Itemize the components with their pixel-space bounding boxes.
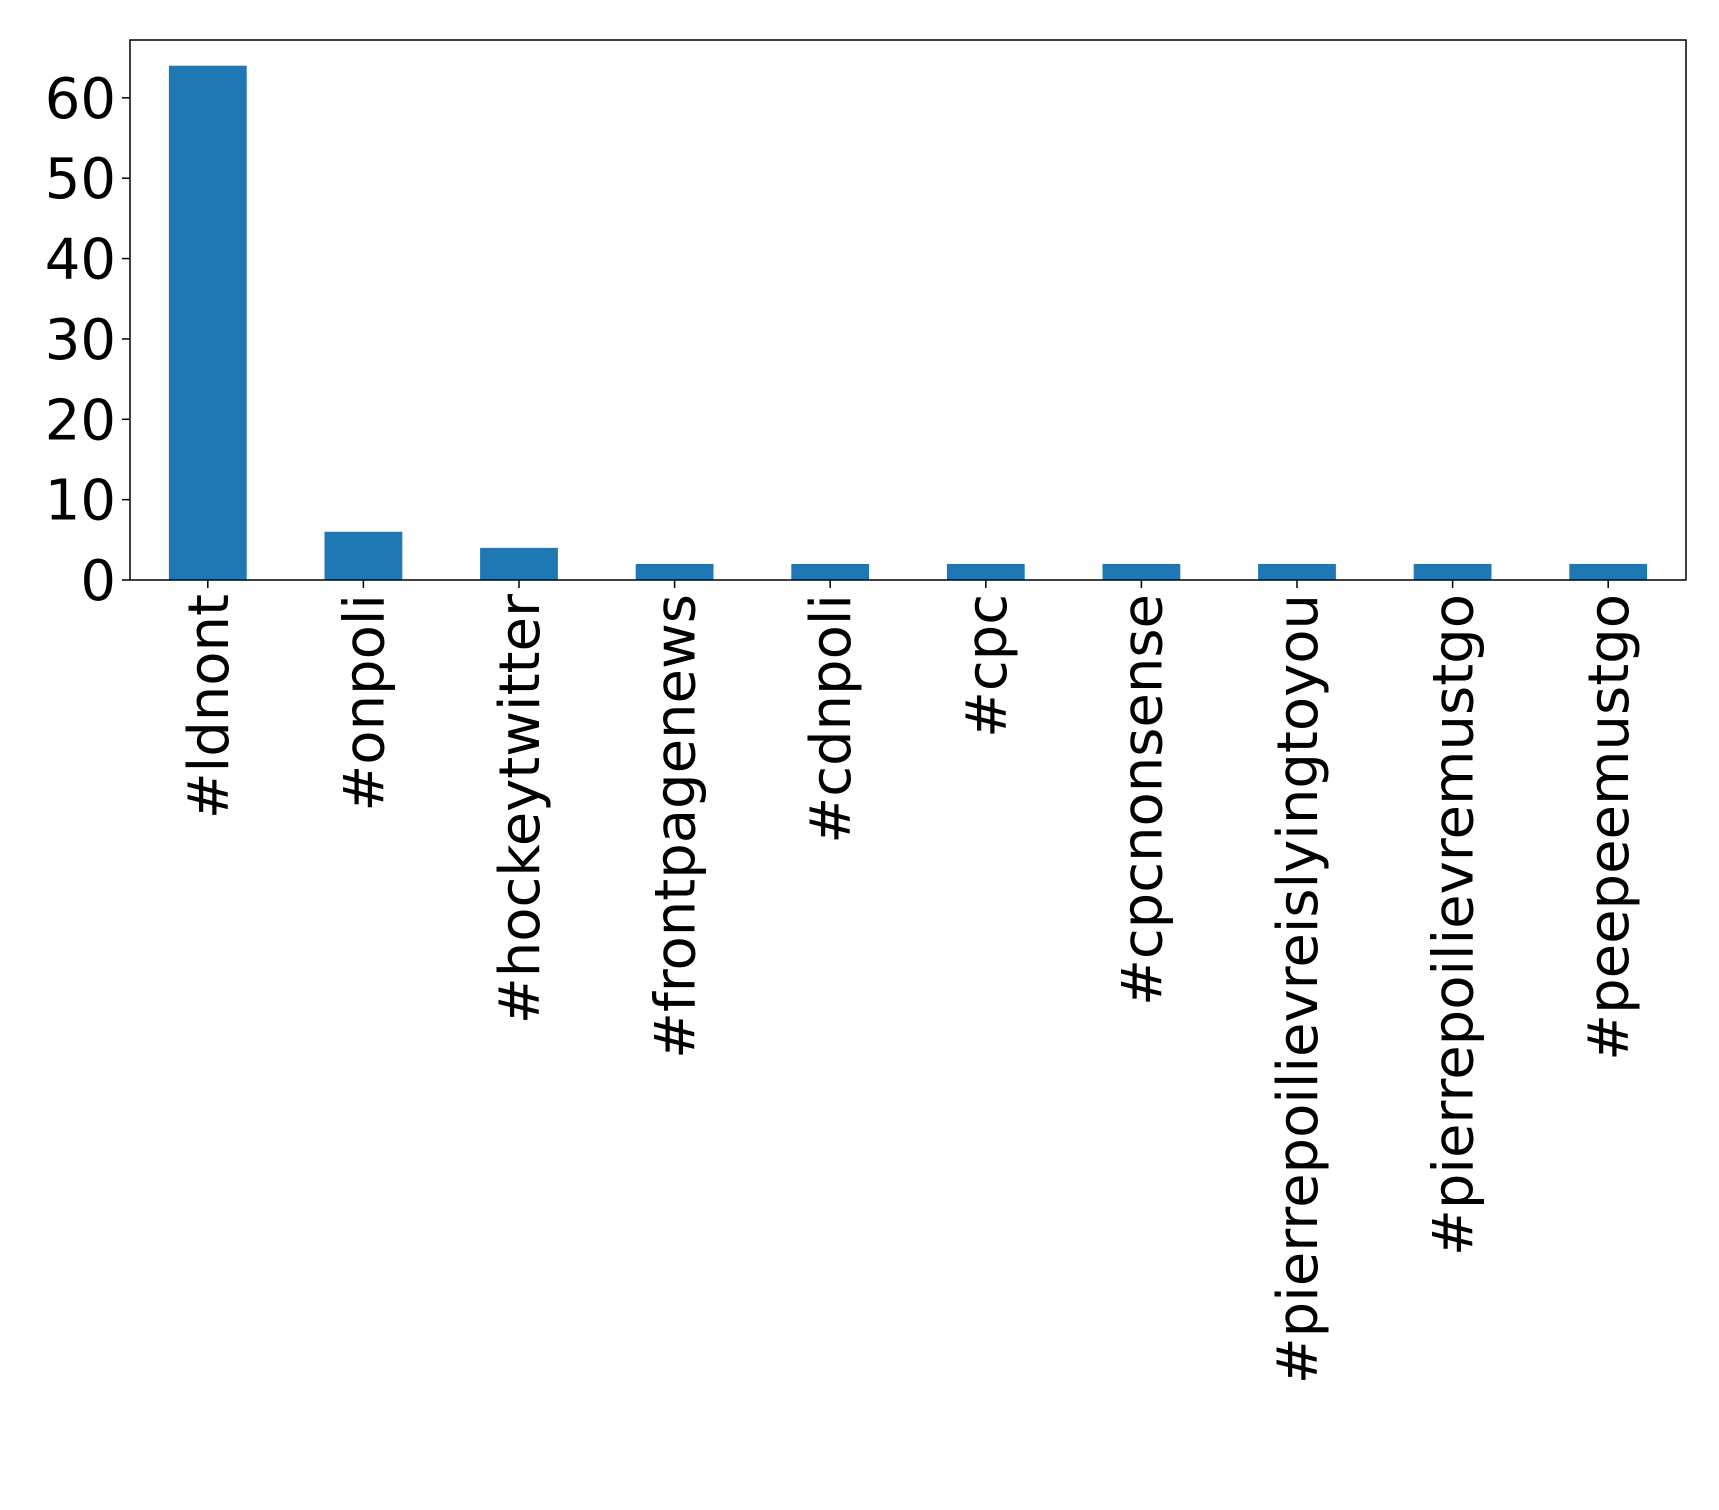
x-tick-label: #onpoli bbox=[332, 594, 397, 812]
y-tick-label: 30 bbox=[45, 308, 116, 373]
x-tick-label: #peepeemustgo bbox=[1577, 594, 1642, 1061]
x-tick-label: #frontpagenews bbox=[644, 594, 709, 1059]
bar-cpc bbox=[946, 563, 1025, 580]
bar-pierrepoilievremustgo bbox=[1413, 563, 1492, 580]
x-tick-label: #hockeytwitter bbox=[488, 593, 553, 1024]
x-tick-label: #pierrepoilievreislyingtoyou bbox=[1266, 594, 1331, 1384]
y-axis: 0 10 20 30 40 50 60 bbox=[45, 67, 130, 614]
bar-peepeemustgo bbox=[1569, 563, 1648, 580]
y-tick-label: 40 bbox=[45, 228, 116, 293]
y-tick-label: 50 bbox=[45, 147, 116, 212]
x-tick-label: #ldnont bbox=[177, 594, 242, 819]
y-tick-label: 60 bbox=[45, 67, 116, 132]
x-tick-label: #cpcnonsense bbox=[1110, 594, 1175, 1006]
bars-group bbox=[168, 65, 1648, 580]
x-tick-label: #pierrepoilievremustgo bbox=[1422, 594, 1487, 1256]
y-tick-label: 10 bbox=[45, 469, 116, 534]
plot-frame bbox=[129, 39, 1687, 581]
x-axis: #ldnont #onpoli #hockeytwitter #frontpagene… bbox=[177, 580, 1642, 1384]
x-tick-label: #cpc bbox=[955, 594, 1020, 738]
bar-cdnpoli bbox=[791, 563, 870, 580]
bar-ldnont bbox=[168, 65, 247, 580]
y-tick-label: 0 bbox=[80, 549, 116, 614]
bar-pierrepoilievreislyingtoyou bbox=[1258, 563, 1336, 580]
y-tick-label: 20 bbox=[45, 388, 116, 453]
bar-frontpagenews bbox=[635, 563, 714, 580]
bar-cpcnonsense bbox=[1102, 563, 1181, 580]
x-tick-label: #cdnpoli bbox=[799, 594, 864, 844]
bar-hockeytwitter bbox=[480, 547, 558, 580]
bar-onpoli bbox=[324, 531, 403, 580]
